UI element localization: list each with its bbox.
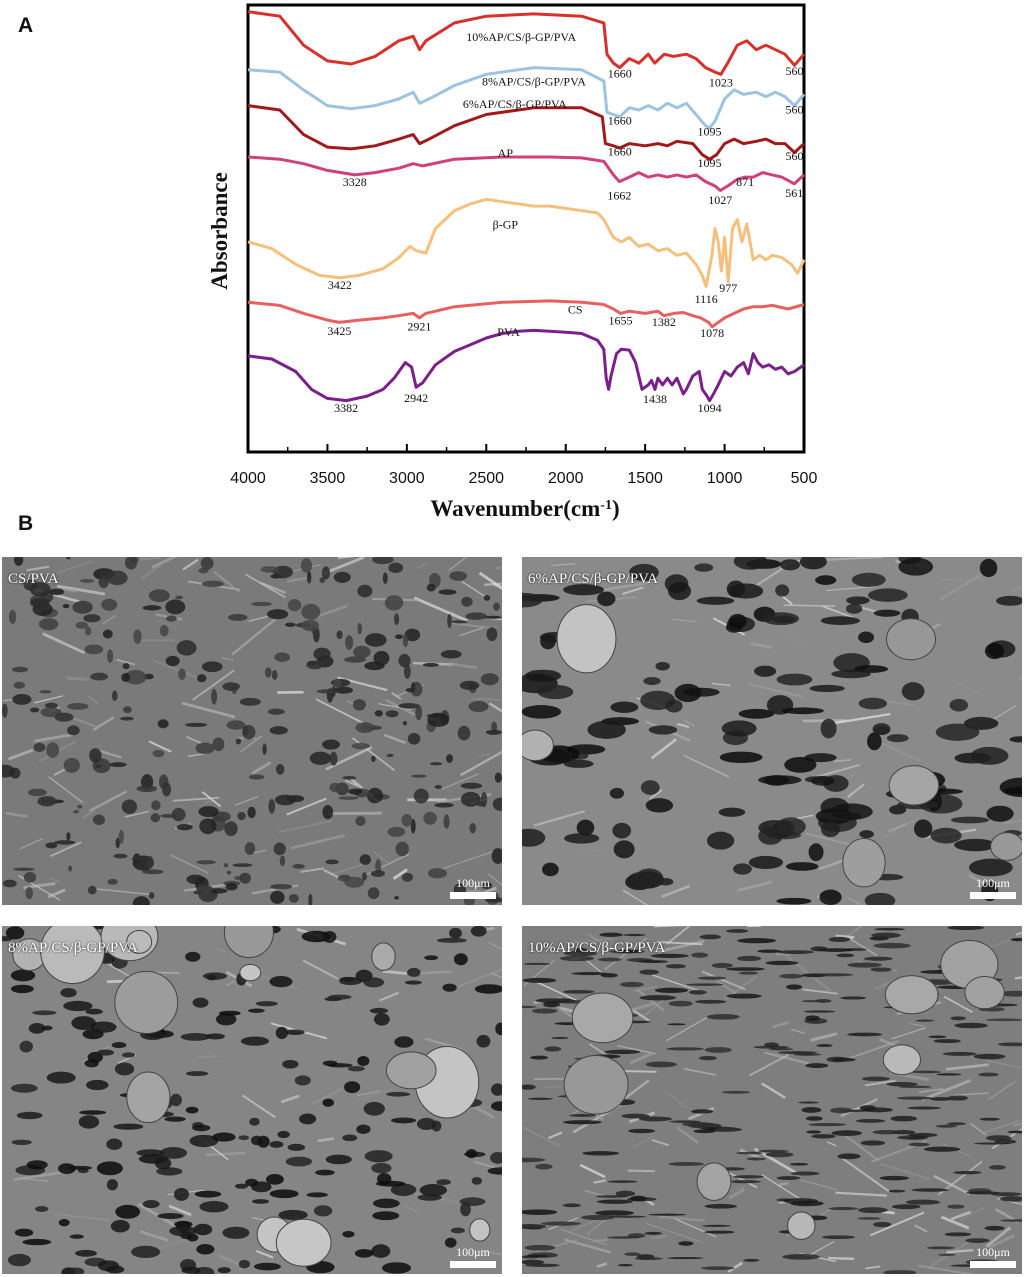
scale-bar: 100μm: [970, 1245, 1016, 1268]
peak-label: 1095: [697, 125, 721, 139]
peak-label: 1660: [608, 145, 632, 159]
peak-label: 1023: [709, 75, 733, 89]
peak-label: 3425: [327, 324, 351, 338]
scale-bar: 100μm: [450, 876, 496, 899]
peak-label: 1382: [652, 315, 676, 329]
x-tick-label: 2500: [468, 470, 504, 487]
x-tick-label: 2000: [548, 470, 584, 487]
sem-image-6ap: 6%AP/CS/β-GP/PVA 100μm: [522, 557, 1022, 905]
peak-label: 2921: [407, 319, 431, 333]
scale-bar-label: 100μm: [456, 1245, 490, 1259]
peak-label: 560: [785, 149, 803, 163]
peak-label: 1027: [708, 193, 732, 207]
peak-label: 1655: [609, 314, 633, 328]
ftir-chart: 4000 3500 3000 2500 2000 1500 1000 500 10%AP/CS…: [207, 3, 818, 521]
panel-b-letter: B: [18, 512, 34, 535]
peak-label: 560: [785, 103, 803, 117]
peak-label: 1662: [607, 188, 631, 202]
series-name-label: PVA: [497, 325, 520, 339]
sem-label: 6%AP/CS/β-GP/PVA: [528, 571, 658, 587]
sem-label: 8%AP/CS/β-GP/PVA: [8, 940, 138, 956]
peak-label: 1660: [608, 113, 632, 127]
scale-bar-label: 100μm: [976, 876, 1010, 890]
x-tick-label: 1500: [627, 470, 663, 487]
peak-label: 871: [736, 175, 754, 189]
panel-a-letter: A: [18, 14, 34, 37]
scale-bar-label: 100μm: [456, 876, 490, 890]
x-tick-label: 4000: [230, 470, 266, 487]
y-axis-label: Absorbance: [207, 172, 232, 290]
x-axis-label-main: Wavenumber(cm: [430, 496, 600, 521]
x-axis-label-sup: -1: [600, 498, 612, 513]
x-tick-label: 3000: [389, 470, 425, 487]
peak-label: 1116: [695, 292, 718, 306]
series-name-label: 8%AP/CS/β-GP/PVA: [482, 74, 586, 88]
peak-label: 1438: [643, 392, 667, 406]
sem-label: 10%AP/CS/β-GP/PVA: [528, 940, 666, 956]
series-name-label: CS: [568, 302, 583, 316]
scale-bar-label: 100μm: [976, 1245, 1010, 1259]
scale-bar: 100μm: [450, 1245, 496, 1268]
series-name-label: 6%AP/CS/β-GP/PVA: [463, 97, 567, 111]
sem-label: CS/PVA: [8, 571, 59, 587]
peak-label: 2942: [404, 391, 428, 405]
sem-image-10ap: 10%AP/CS/β-GP/PVA 100μm: [522, 926, 1022, 1274]
peak-label: 560: [785, 64, 803, 78]
peak-label: 1095: [697, 156, 721, 170]
peak-label: 1660: [608, 66, 632, 80]
x-tick-label: 1000: [707, 470, 743, 487]
peak-label: 3382: [334, 401, 358, 415]
peak-label: 1078: [700, 326, 724, 340]
series-name-label: 10%AP/CS/β-GP/PVA: [466, 30, 576, 44]
sem-image-cs-pva: CS/PVA 100μm: [2, 557, 502, 905]
series-line-2: [247, 104, 806, 161]
series-line-6: [247, 328, 805, 403]
sem-image-8ap: 8%AP/CS/β-GP/PVA 100μm: [2, 926, 502, 1274]
peak-label: 3422: [328, 278, 352, 292]
x-tick-label: 3500: [310, 470, 346, 487]
series-line-0: [247, 10, 806, 76]
peak-label: 1094: [698, 401, 722, 415]
x-axis-label-tail: ): [612, 496, 620, 521]
peak-label: 561: [785, 186, 803, 200]
series-line-3: [247, 155, 806, 192]
x-tick-label: 500: [791, 470, 818, 487]
peak-label: 3328: [343, 175, 367, 189]
series-line-5: [247, 299, 805, 329]
x-axis-label: Wavenumber(cm-1): [430, 496, 619, 521]
series-line-1: [247, 66, 806, 130]
series-name-label: β-GP: [493, 218, 519, 232]
scale-bar: 100μm: [970, 876, 1016, 899]
series-line-4: [247, 197, 806, 289]
peak-label: 977: [719, 281, 737, 295]
series-name-label: AP: [498, 146, 514, 160]
